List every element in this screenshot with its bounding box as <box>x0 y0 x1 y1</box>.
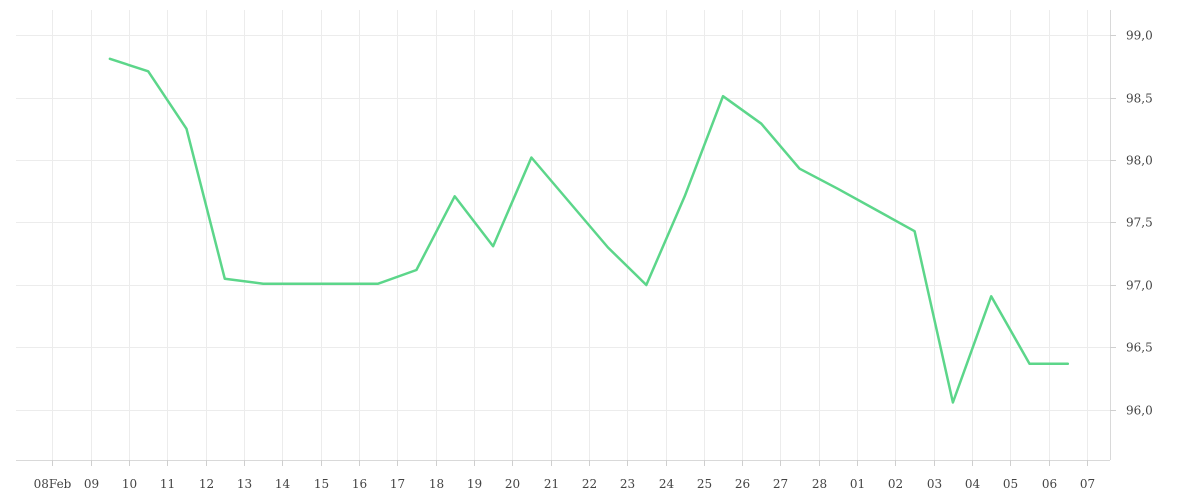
y-tick-label: 97,5 <box>1126 216 1153 230</box>
x-tick-label: 26 <box>735 477 750 491</box>
x-tick-label: 27 <box>773 477 788 491</box>
x-tick-label: 02 <box>888 477 903 491</box>
y-tick-label: 99,0 <box>1126 29 1153 43</box>
axes <box>16 10 1111 461</box>
y-tick-label: 96,0 <box>1126 404 1153 418</box>
x-tick-label: 09 <box>84 477 99 491</box>
x-tick-label: 14 <box>275 477 291 491</box>
x-tick-label: 28 <box>812 477 827 491</box>
x-tick-label: 04 <box>965 477 981 491</box>
x-tick-label: 06 <box>1042 477 1057 491</box>
x-tick-label: 23 <box>620 477 635 491</box>
x-tick-label: 03 <box>927 477 942 491</box>
x-tick-label: 07 <box>1080 477 1095 491</box>
y-tick-label: 96,5 <box>1126 341 1153 355</box>
series-line <box>108 57 1070 404</box>
y-tick-label: 98,5 <box>1126 92 1153 106</box>
x-tick-label: 11 <box>160 477 175 491</box>
x-tick-label: 05 <box>1003 477 1018 491</box>
series <box>108 57 1070 404</box>
x-tick-label: 13 <box>237 477 252 491</box>
grid <box>16 10 1110 460</box>
x-tick-label: 19 <box>467 477 482 491</box>
x-tick-label: 12 <box>199 477 214 491</box>
x-tick-label: 22 <box>582 477 597 491</box>
x-tick-label: 21 <box>544 477 559 491</box>
x-tick-label: 01 <box>850 477 865 491</box>
x-tick-label: 17 <box>390 477 405 491</box>
x-axis-ticks: 08Feb 09 10 11 12 13 14 15 16 17 18 19 20 21 22 23 24 25 2… <box>34 460 1095 491</box>
x-tick-label: 20 <box>505 477 520 491</box>
x-tick-label: 15 <box>314 477 329 491</box>
x-tick-label: 18 <box>429 477 444 491</box>
x-tick-label: 08Feb <box>34 477 72 491</box>
y-axis-ticks: 96,0 96,5 97,0 97,5 98,0 98,5 99,0 <box>1110 29 1153 418</box>
x-tick-label: 24 <box>659 477 675 491</box>
x-tick-label: 25 <box>697 477 712 491</box>
y-tick-label: 98,0 <box>1126 154 1153 168</box>
y-tick-label: 97,0 <box>1126 279 1153 293</box>
x-tick-label: 10 <box>122 477 137 491</box>
x-tick-label: 16 <box>352 477 367 491</box>
